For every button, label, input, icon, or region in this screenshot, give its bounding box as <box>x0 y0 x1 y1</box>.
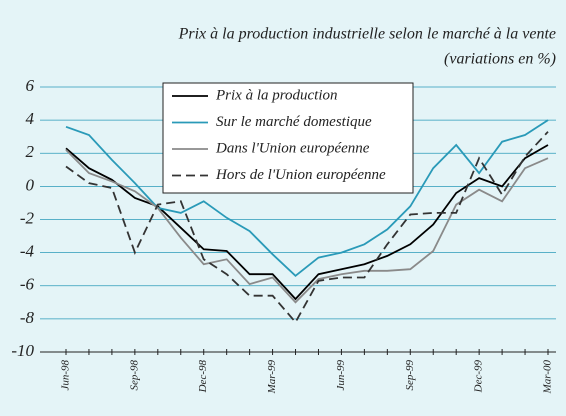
x-tick-label: Jun-99 <box>335 360 347 391</box>
x-tick-label: Jun-98 <box>60 360 72 391</box>
legend: Prix à la production Sur le marché domest… <box>162 82 414 194</box>
legend-label: Dans l'Union européenne <box>215 140 370 156</box>
y-tick-label: -2 <box>20 208 35 227</box>
x-tick-label: Dec-98 <box>197 360 209 394</box>
x-tick-label: Sep-99 <box>404 360 416 391</box>
x-tick-label: Sep-98 <box>128 360 140 391</box>
y-tick-label: 6 <box>26 76 35 95</box>
y-tick-label: -6 <box>20 275 35 294</box>
grid: 6 4 2 0 -2 -4 -6 -8 -10 Jun-98 Sep-98 Dec-98 Mar-99 J… <box>11 76 556 394</box>
legend-label: Sur le marché domestique <box>216 114 372 130</box>
x-tick-label: Mar-99 <box>266 360 278 395</box>
legend-label: Prix à la production <box>215 87 338 103</box>
y-tick-label: 4 <box>26 109 35 128</box>
y-tick-label: 2 <box>26 142 35 161</box>
x-tick-label: Dec-99 <box>473 360 485 394</box>
chart-subtitle: (variations en %) <box>444 51 556 68</box>
y-tick-label: 0 <box>26 175 35 194</box>
chart-title: Prix à la production industrielle selon … <box>178 26 556 43</box>
x-tick-label: Mar-00 <box>542 360 554 395</box>
y-tick-label: -4 <box>20 242 35 261</box>
y-tick-label: -10 <box>11 341 34 360</box>
legend-label: Hors de l'Union européenne <box>215 167 386 183</box>
series-line <box>65 119 549 277</box>
lines <box>65 119 549 324</box>
y-tick-label: -8 <box>20 308 35 327</box>
series-line <box>65 149 549 304</box>
series-line <box>65 131 549 324</box>
